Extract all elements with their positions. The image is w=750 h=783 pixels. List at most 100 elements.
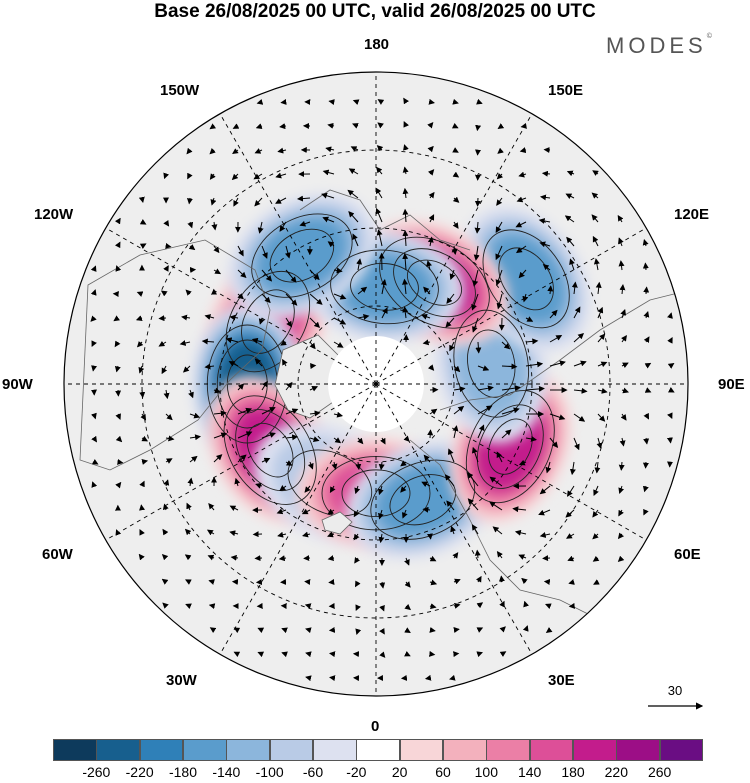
wind-vector bbox=[402, 187, 409, 199]
wind-vector bbox=[451, 122, 459, 129]
wind-vector bbox=[619, 437, 626, 447]
wind-vector bbox=[378, 533, 385, 544]
wind-vector bbox=[277, 147, 287, 154]
wind-vector bbox=[255, 123, 263, 130]
wind-vector bbox=[426, 533, 433, 540]
wind-vector bbox=[567, 555, 575, 562]
wind-vector bbox=[452, 171, 460, 178]
wind-vector bbox=[452, 147, 459, 153]
wind-vector bbox=[400, 460, 407, 467]
latitude-circle bbox=[297, 305, 455, 463]
wind-vector bbox=[327, 241, 335, 248]
wind-vector bbox=[233, 651, 241, 658]
wind-vector bbox=[401, 509, 408, 519]
wind-vector bbox=[592, 533, 599, 540]
wind-vector bbox=[91, 365, 98, 372]
wind-vector bbox=[525, 435, 537, 442]
wind-vector bbox=[451, 245, 458, 256]
wind-vector bbox=[329, 675, 336, 682]
wind-vector bbox=[453, 627, 460, 633]
wind-vector bbox=[161, 578, 169, 585]
wind-vector bbox=[495, 245, 503, 261]
wind-vector bbox=[213, 387, 221, 394]
wind-vector bbox=[573, 387, 588, 394]
wind-vector bbox=[422, 339, 431, 346]
wind-vector bbox=[280, 98, 287, 105]
wind-vector bbox=[522, 293, 529, 303]
wind-vector bbox=[237, 407, 253, 415]
wind-vector bbox=[327, 508, 335, 515]
wind-vector bbox=[475, 341, 482, 354]
wind-vector bbox=[452, 98, 459, 105]
wind-vector bbox=[377, 122, 384, 129]
graticule bbox=[64, 72, 688, 696]
wind-vector bbox=[643, 412, 650, 420]
lon-label-0: 0 bbox=[371, 718, 380, 735]
chart-title: Base 26/08/2025 00 UTC, valid 26/08/2025… bbox=[154, 1, 596, 22]
wind-vector bbox=[257, 651, 265, 658]
wind-vector bbox=[643, 311, 650, 319]
wind-vector bbox=[379, 651, 386, 658]
wind-vector bbox=[501, 429, 512, 439]
wind-vector bbox=[516, 196, 527, 203]
wind-vector bbox=[353, 509, 360, 518]
wind-vector bbox=[591, 192, 599, 199]
wind-vector bbox=[467, 472, 479, 487]
wind-vector bbox=[489, 501, 503, 511]
wind-vector bbox=[213, 454, 223, 463]
wind-vector bbox=[285, 460, 293, 466]
wind-vector bbox=[91, 340, 97, 347]
wind-vector bbox=[352, 99, 360, 105]
wind-vector bbox=[204, 363, 215, 370]
wind-vector bbox=[429, 555, 437, 562]
wind-vector bbox=[376, 145, 384, 152]
wind-vector bbox=[477, 365, 490, 371]
wind-vector bbox=[475, 575, 482, 583]
wind-vector bbox=[163, 479, 170, 487]
wind-vector bbox=[642, 262, 649, 271]
wind-vector bbox=[90, 265, 97, 273]
colorbar-swatch bbox=[659, 739, 704, 761]
wind-vector bbox=[519, 147, 527, 154]
wind-vector bbox=[476, 651, 483, 658]
wind-vector bbox=[379, 581, 386, 589]
wind-vector bbox=[403, 144, 409, 151]
wind-vector bbox=[161, 553, 169, 561]
wind-vector bbox=[354, 485, 361, 495]
wind-vector bbox=[138, 196, 145, 204]
wind-vector bbox=[309, 386, 319, 392]
colorbar-swatch bbox=[356, 739, 401, 761]
lon-label-150e: 150E bbox=[548, 82, 584, 99]
wind-vector bbox=[261, 407, 276, 415]
wind-vector bbox=[564, 215, 575, 223]
wind-vector bbox=[211, 221, 218, 231]
wind-vector bbox=[402, 252, 409, 271]
wind-vector bbox=[471, 446, 479, 463]
wind-vector bbox=[162, 602, 169, 609]
wind-vector bbox=[237, 383, 245, 391]
wind-vector bbox=[304, 579, 311, 585]
colorbar-tick-label: -180 bbox=[168, 764, 198, 780]
wind-vector bbox=[327, 122, 335, 129]
wind-vector bbox=[618, 260, 625, 271]
wind-vector bbox=[141, 435, 149, 442]
wind-vector bbox=[402, 208, 409, 223]
wind-vector bbox=[496, 293, 503, 310]
wind-vector bbox=[501, 385, 521, 392]
wind-vector bbox=[619, 284, 626, 295]
wind-vector bbox=[302, 531, 311, 538]
wind-vector bbox=[160, 290, 168, 297]
wind-vector bbox=[539, 532, 551, 538]
wind-vector bbox=[573, 306, 581, 319]
wind-vector bbox=[331, 461, 338, 470]
wind-vector bbox=[497, 147, 504, 154]
wind-vector bbox=[643, 437, 650, 445]
wind-vector bbox=[453, 386, 466, 393]
colorbar-tick-label: 100 bbox=[474, 764, 498, 780]
colorbar-tick-label: -100 bbox=[255, 764, 284, 780]
wind-vector bbox=[210, 197, 217, 206]
wind-vector bbox=[621, 362, 629, 368]
wind-vector bbox=[208, 603, 216, 610]
lon-label-30w: 30W bbox=[166, 672, 197, 689]
wind-vector bbox=[429, 408, 438, 415]
